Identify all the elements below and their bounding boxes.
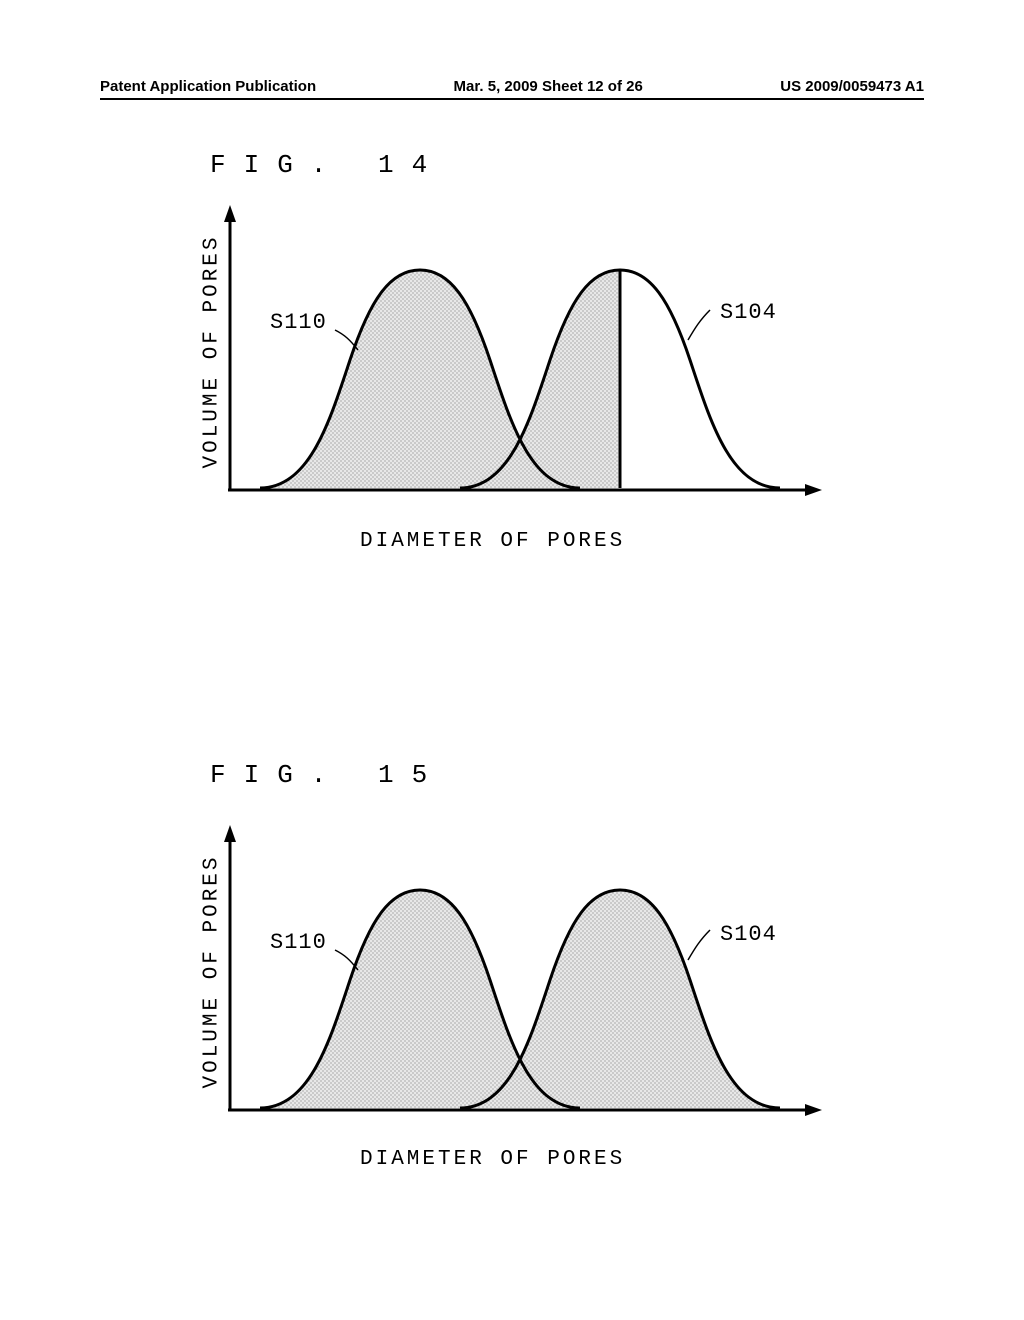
header-right: US 2009/0059473 A1: [780, 78, 924, 95]
fig14-title: FIG. 14: [210, 150, 445, 180]
fig15-y-label: VOLUME OF PORES: [201, 854, 224, 1088]
fig15-title: FIG. 15: [210, 760, 445, 790]
fig15-x-label: DIAMETER OF PORES: [360, 1148, 625, 1171]
fig14-y-label: VOLUME OF PORES: [201, 234, 224, 468]
fig14-label-left: S110: [270, 310, 327, 335]
fig15-chart: [200, 820, 840, 1140]
fig14-svg: [200, 200, 840, 520]
header-rule: [100, 98, 924, 100]
page-header: Patent Application Publication Mar. 5, 2…: [100, 78, 924, 95]
header-center: Mar. 5, 2009 Sheet 12 of 26: [454, 78, 643, 95]
fig15-svg: [200, 820, 840, 1140]
fig14-chart: [200, 200, 840, 520]
fig15-label-left: S110: [270, 930, 327, 955]
fig14-x-label: DIAMETER OF PORES: [360, 530, 625, 553]
fig14-label-right: S104: [720, 300, 777, 325]
page: Patent Application Publication Mar. 5, 2…: [0, 0, 1024, 1320]
fig15-label-right: S104: [720, 922, 777, 947]
header-left: Patent Application Publication: [100, 78, 316, 95]
